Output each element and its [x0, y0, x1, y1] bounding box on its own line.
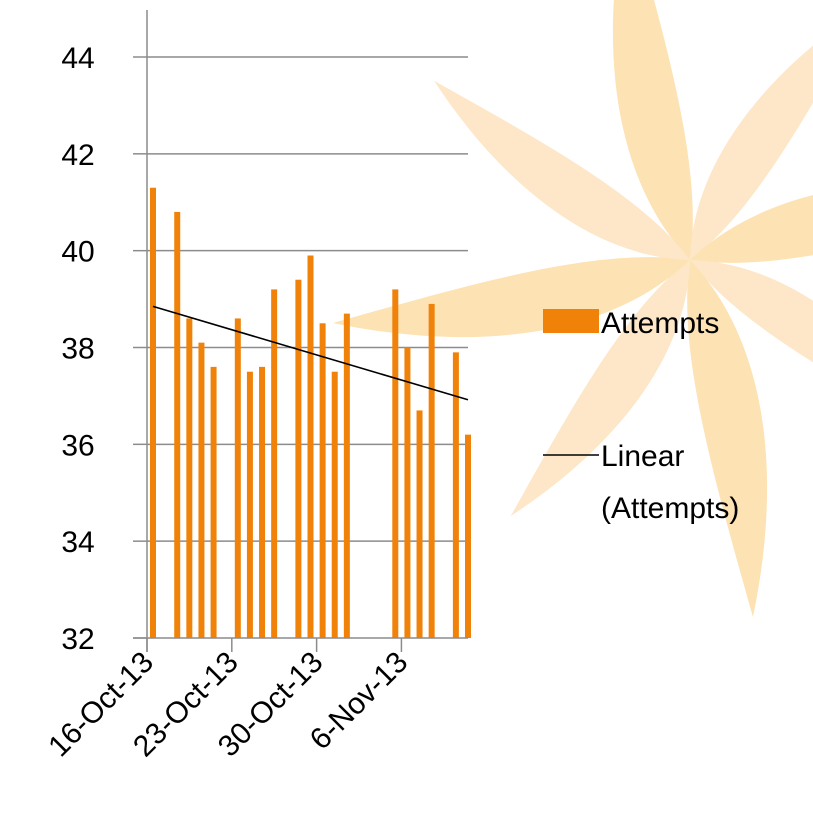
- watermark-petal: [687, 260, 768, 617]
- bar: [392, 289, 399, 638]
- bar: [416, 410, 423, 638]
- legend-label-linear-attempts: Linear (Attempts): [601, 440, 739, 525]
- bar: [186, 318, 193, 638]
- bar: [331, 371, 338, 638]
- watermark-petal: [434, 80, 690, 260]
- bar: [150, 187, 156, 638]
- watermark-petal: [333, 257, 690, 338]
- trendline-layer: [152, 305, 469, 401]
- watermark-petal: [690, 182, 813, 263]
- y-axis-tick-labels: 32 34 36 38 40 42 44: [61, 42, 94, 656]
- watermark-petal: [612, 0, 693, 260]
- legend-label-line-1: Linear: [601, 440, 684, 473]
- legend-label-line-2: (Attempts): [601, 492, 739, 525]
- watermark-petal: [510, 260, 690, 516]
- bar-series-attempts: [150, 187, 471, 638]
- bar: [465, 434, 471, 638]
- y-tick-label: 40: [61, 236, 94, 269]
- bar: [174, 211, 181, 638]
- y-tick-label: 32: [61, 623, 94, 656]
- trendline: [152, 305, 469, 401]
- bar: [259, 366, 266, 638]
- legend-swatch-attempts: [543, 309, 599, 333]
- pinwheel-watermark-logo: [333, 0, 813, 617]
- bar: [343, 313, 350, 638]
- bar: [210, 366, 217, 638]
- bar: [198, 342, 205, 638]
- bar: [307, 255, 314, 638]
- y-tick-label: 44: [61, 42, 94, 75]
- y-tick-label: 34: [61, 526, 94, 559]
- bar: [271, 289, 278, 638]
- y-tick-label: 38: [61, 333, 94, 366]
- bar: [234, 318, 241, 638]
- bar: [319, 323, 326, 638]
- bar: [246, 371, 253, 638]
- axes: [133, 10, 468, 652]
- bar: [295, 279, 302, 638]
- legend-label-attempts: Attempts: [601, 307, 719, 340]
- y-tick-label: 42: [61, 139, 94, 172]
- bar: [404, 347, 411, 638]
- bar: [452, 352, 459, 638]
- bar: [428, 303, 435, 638]
- watermark-petal: [690, 260, 813, 440]
- legend: Attempts Linear (Attempts): [543, 307, 739, 525]
- y-tick-label: 36: [61, 429, 94, 462]
- watermark-petal: [690, 4, 813, 260]
